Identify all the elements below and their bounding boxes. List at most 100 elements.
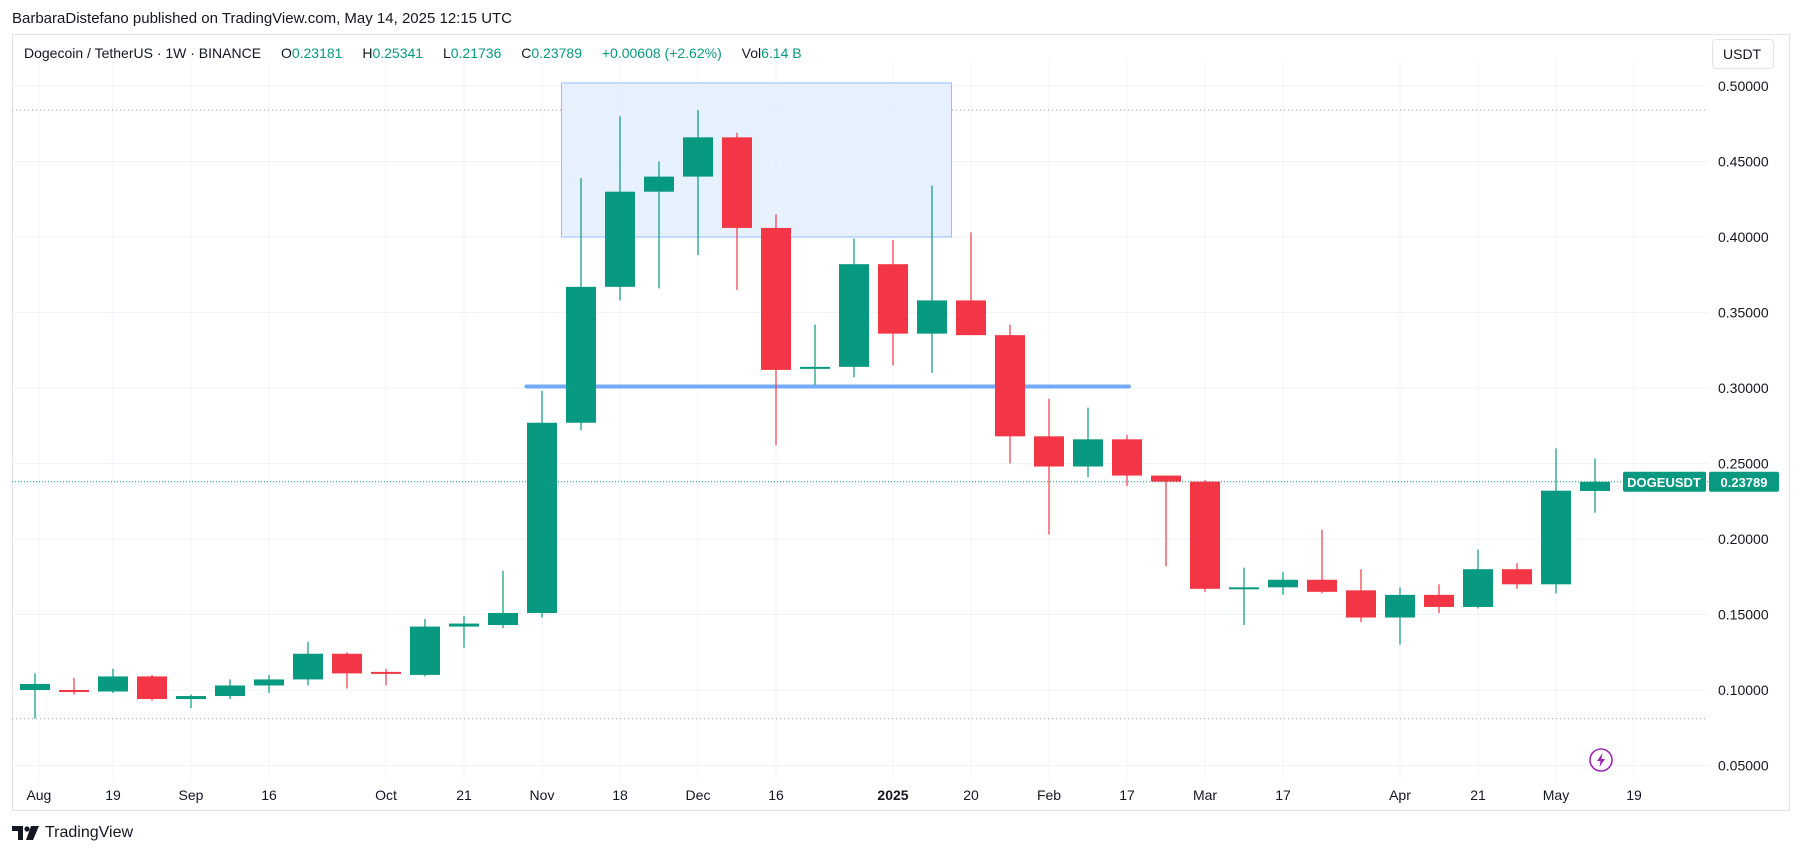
candle-body bbox=[1112, 439, 1142, 476]
candle-body bbox=[1463, 569, 1493, 607]
x-tick-label: Oct bbox=[375, 787, 397, 803]
x-tick-label: 21 bbox=[456, 787, 472, 803]
x-tick-label: 16 bbox=[768, 787, 784, 803]
axis-layer: 0.50000 0.45000 0.40000 0.35000 0.30000 0.250… bbox=[26, 78, 1779, 803]
x-tick-label: 19 bbox=[105, 787, 121, 803]
candle-body bbox=[332, 653, 362, 674]
candle-body bbox=[683, 137, 713, 177]
candle-body bbox=[137, 676, 167, 700]
symbol-tag-bg bbox=[1623, 471, 1706, 492]
y-tick-label: 0.45000 bbox=[1718, 154, 1769, 170]
candle-body bbox=[1346, 590, 1376, 618]
currency-button[interactable]: USDT bbox=[1712, 39, 1774, 69]
y-tick-label: 0.15000 bbox=[1718, 607, 1769, 623]
tradingview-logo-icon bbox=[12, 826, 39, 840]
candle-body bbox=[800, 366, 830, 369]
published-caption: BarbaraDistefano published on TradingVie… bbox=[12, 10, 513, 27]
annotation-layer bbox=[12, 82, 1708, 720]
legend-low-value: 0.21736 bbox=[450, 45, 502, 61]
x-tick-label: 20 bbox=[963, 787, 979, 803]
candle-body bbox=[995, 335, 1025, 437]
y-tick-label: 0.30000 bbox=[1718, 380, 1769, 396]
candle-body bbox=[1307, 579, 1337, 592]
y-tick-label: 0.10000 bbox=[1718, 682, 1769, 698]
price-tag-bg bbox=[1709, 471, 1779, 492]
candle-body bbox=[1268, 579, 1298, 588]
y-tick-label: 0.05000 bbox=[1718, 758, 1769, 774]
y-tick-label: 0.50000 bbox=[1718, 78, 1769, 94]
x-tick-label: 2025 bbox=[877, 787, 908, 803]
x-tick-label: Sep bbox=[179, 787, 204, 803]
symbol-legend: Dogecoin / TetherUS · 1W · BINANCE O0.23… bbox=[24, 45, 802, 61]
candle-body bbox=[1502, 569, 1532, 585]
x-tick-label: Nov bbox=[530, 787, 555, 803]
x-tick-label: Mar bbox=[1193, 787, 1217, 803]
legend-low-label: L bbox=[442, 45, 451, 61]
legend-change: +0.00608 (+2.62%) bbox=[601, 45, 722, 61]
candle-body bbox=[1229, 587, 1259, 590]
candle-body bbox=[371, 671, 401, 674]
legend-volume-label: Vol bbox=[741, 45, 762, 61]
symbol-tag-label: DOGEUSDT bbox=[1627, 475, 1701, 490]
legend-open-label: O bbox=[280, 45, 292, 61]
x-tick-label: Aug bbox=[26, 787, 51, 803]
candle-body bbox=[761, 227, 791, 370]
candle-body bbox=[215, 685, 245, 697]
candle-body bbox=[98, 676, 128, 692]
candle-body bbox=[1151, 475, 1181, 482]
candle-body bbox=[449, 623, 479, 627]
candle-body bbox=[1580, 481, 1610, 491]
candle-body bbox=[1424, 594, 1454, 607]
candle-body bbox=[410, 626, 440, 675]
price-tag-value: 0.23789 bbox=[1721, 475, 1768, 490]
x-tick-label: May bbox=[1543, 787, 1569, 803]
legend-symbol[interactable]: Dogecoin / TetherUS · 1W · BINANCE bbox=[24, 45, 262, 61]
candle-body bbox=[1385, 594, 1415, 618]
x-tick-label: 17 bbox=[1275, 787, 1291, 803]
candle-body bbox=[1541, 490, 1571, 585]
legend-close-value: 0.23789 bbox=[531, 45, 582, 61]
candle-body bbox=[1190, 481, 1220, 589]
legend-close-label: C bbox=[521, 45, 532, 61]
candle-body bbox=[527, 422, 557, 613]
x-tick-label: Feb bbox=[1037, 787, 1061, 803]
candle-body bbox=[59, 690, 89, 692]
candle-layer bbox=[20, 110, 1610, 719]
candle-body bbox=[722, 137, 752, 228]
chart-frame bbox=[12, 34, 1790, 811]
x-tick-label: 18 bbox=[612, 787, 628, 803]
candle-body bbox=[956, 300, 986, 336]
x-tick-label: Dec bbox=[686, 787, 711, 803]
x-tick-label: 19 bbox=[1626, 787, 1642, 803]
y-tick-label: 0.35000 bbox=[1718, 305, 1769, 321]
candle-body bbox=[1034, 436, 1064, 467]
lightning-bolt-icon[interactable] bbox=[1588, 747, 1614, 773]
y-tick-label: 0.40000 bbox=[1718, 229, 1769, 245]
y-tick-label: 0.25000 bbox=[1718, 456, 1769, 472]
candle-body bbox=[293, 653, 323, 680]
x-tick-label: 16 bbox=[261, 787, 277, 803]
candle-body bbox=[20, 683, 50, 690]
candle-body bbox=[605, 191, 635, 287]
legend-volume-value: 6.14 B bbox=[761, 45, 802, 61]
legend-high-value: 0.25341 bbox=[372, 45, 424, 61]
candle-body bbox=[644, 176, 674, 192]
legend-open-value: 0.23181 bbox=[291, 45, 343, 61]
tradingview-brand-label: TradingView bbox=[45, 824, 134, 841]
candle-body bbox=[839, 264, 869, 367]
x-tick-label: 21 bbox=[1470, 787, 1486, 803]
grid-layer bbox=[12, 60, 1708, 780]
candle-body bbox=[254, 679, 284, 686]
candle-body bbox=[176, 696, 206, 700]
x-tick-label: 17 bbox=[1119, 787, 1135, 803]
candle-body bbox=[488, 612, 518, 626]
candle-body bbox=[566, 286, 596, 423]
candle-body bbox=[1073, 439, 1103, 467]
y-tick-label: 0.20000 bbox=[1718, 531, 1769, 547]
x-tick-label: Apr bbox=[1389, 787, 1411, 803]
tradingview-brand[interactable]: TradingView bbox=[12, 824, 133, 842]
legend-high-label: H bbox=[362, 45, 373, 61]
candle-body bbox=[917, 300, 947, 334]
candle-body bbox=[878, 264, 908, 334]
